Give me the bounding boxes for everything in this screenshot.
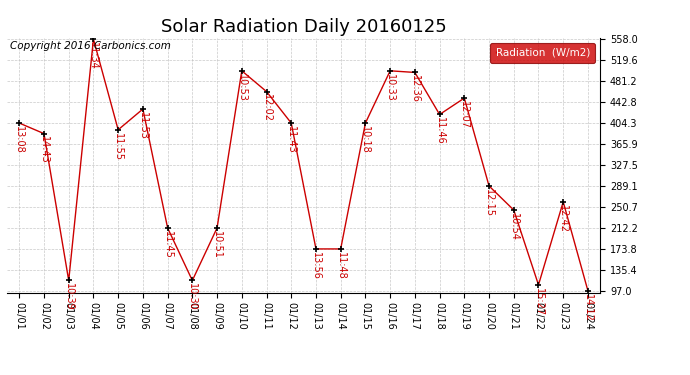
Text: 11:53: 11:53 [138, 112, 148, 140]
Text: 10:30: 10:30 [188, 283, 197, 311]
Text: 11:34: 11:34 [88, 42, 99, 70]
Text: 11:48: 11:48 [336, 252, 346, 279]
Legend: Radiation  (W/m2): Radiation (W/m2) [491, 43, 595, 63]
Text: 10:54: 10:54 [509, 213, 519, 241]
Text: 12:42: 12:42 [558, 205, 568, 232]
Title: Solar Radiation Daily 20160125: Solar Radiation Daily 20160125 [161, 18, 446, 36]
Text: 12:15: 12:15 [484, 189, 494, 217]
Text: 11:46: 11:46 [435, 117, 444, 145]
Text: 11:43: 11:43 [286, 126, 296, 154]
Text: 11:45: 11:45 [163, 231, 172, 259]
Text: 14:43: 14:43 [39, 136, 49, 164]
Text: 10:53: 10:53 [237, 74, 247, 102]
Text: 10:39: 10:39 [63, 283, 74, 311]
Text: Copyright 2016 Carbonics.com: Copyright 2016 Carbonics.com [10, 41, 170, 51]
Text: 10:51: 10:51 [212, 231, 222, 259]
Text: 13:08: 13:08 [14, 126, 24, 154]
Text: 10:18: 10:18 [360, 126, 371, 154]
Text: 14:12: 14:12 [583, 294, 593, 321]
Text: 12:02: 12:02 [262, 94, 271, 122]
Text: 13:56: 13:56 [311, 252, 321, 280]
Text: 15:27: 15:27 [533, 288, 544, 316]
Text: 11:55: 11:55 [113, 132, 123, 160]
Text: 10:33: 10:33 [385, 74, 395, 101]
Text: 12:36: 12:36 [410, 75, 420, 103]
Text: 12:07: 12:07 [460, 101, 469, 129]
